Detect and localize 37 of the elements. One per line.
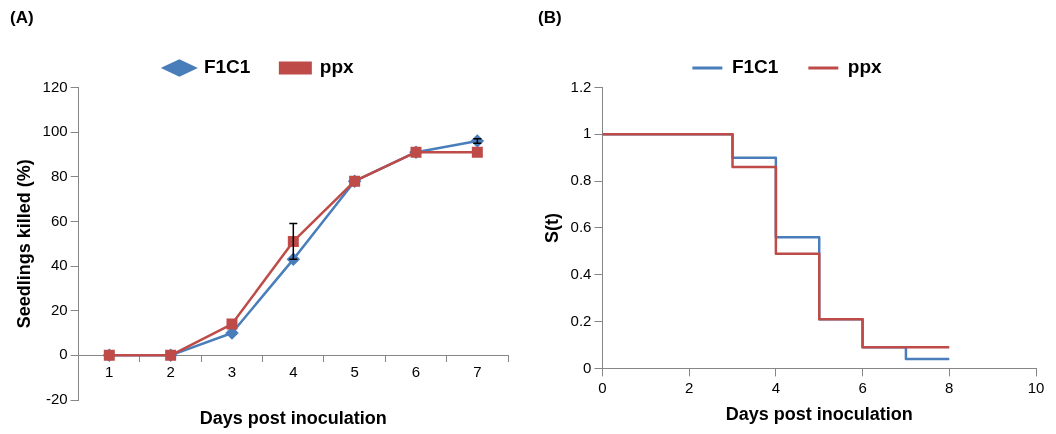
x-tick-label: 3 (227, 363, 237, 381)
x-tick-label: 10 (1027, 378, 1045, 396)
x-tick-label: 4 (771, 378, 781, 396)
y-tick-label: 80 (50, 166, 68, 184)
x-tick-label: 2 (684, 378, 694, 396)
y-tick-label: 1 (583, 124, 592, 142)
y-tick-label: 1.2 (570, 77, 592, 95)
legend-label: F1C1 (731, 56, 779, 78)
y-tick-label: 0.2 (570, 311, 592, 329)
y-tick-label: 100 (42, 122, 68, 140)
x-tick-label: 4 (289, 363, 298, 381)
x-tick-label: 8 (945, 378, 954, 396)
legend-label: F1C1 (203, 56, 251, 78)
legend-label: ppx (319, 56, 355, 78)
x-tick-label: 6 (411, 363, 421, 381)
y-tick-label: 0 (59, 345, 68, 363)
y-tick-label: 60 (50, 211, 68, 229)
y-axis-title: Seedlings killed (%) (13, 159, 34, 329)
y-tick-label: 0.6 (570, 218, 592, 236)
x-tick-label: 0 (598, 378, 607, 396)
legend-label: ppx (847, 56, 883, 78)
x-tick-label: 2 (166, 363, 175, 381)
chart-title: (B) (538, 7, 562, 27)
x-tick-label: 1 (105, 363, 114, 381)
y-tick-label: 0.8 (570, 171, 592, 189)
x-tick-label: 7 (473, 363, 482, 381)
x-axis-title: Days post inoculation (725, 404, 913, 425)
y-tick-label: 0.4 (570, 264, 592, 282)
chart-title: (A) (10, 7, 34, 27)
x-axis-title: Days post inoculation (199, 407, 387, 428)
x-tick-label: 5 (350, 363, 359, 381)
y-tick-label: -20 (45, 390, 68, 408)
y-axis-title: S(t) (541, 212, 562, 243)
y-tick-label: 120 (42, 77, 68, 95)
x-tick-label: 6 (858, 378, 867, 396)
y-tick-label: 40 (50, 256, 68, 274)
y-tick-label: 20 (50, 300, 68, 318)
